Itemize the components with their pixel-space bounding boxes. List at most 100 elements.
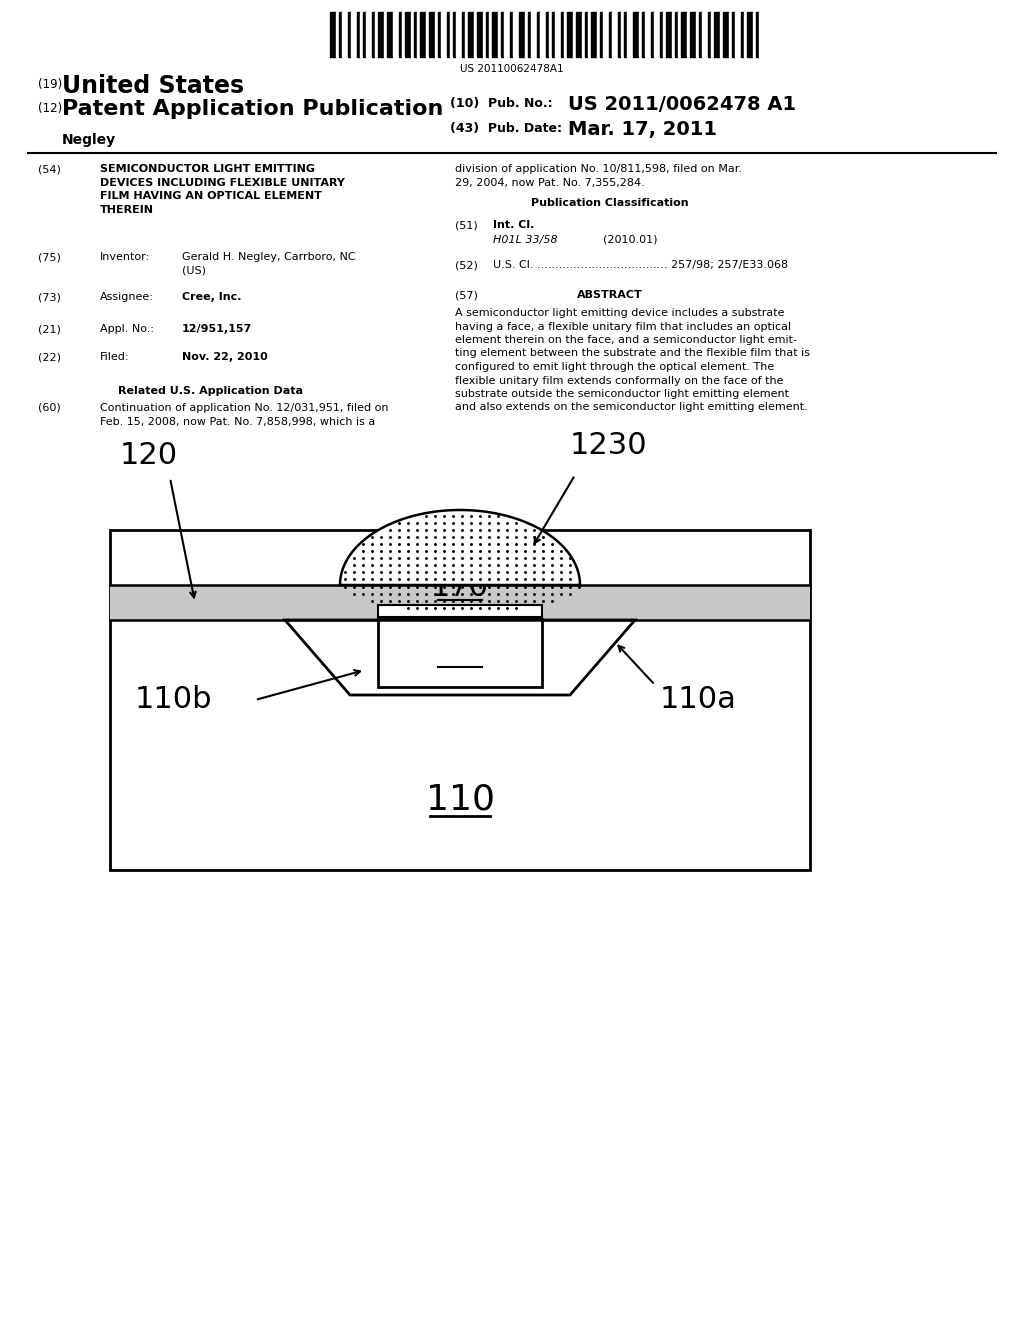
Text: (2010.01): (2010.01)	[603, 235, 657, 246]
Bar	[573, 12, 575, 57]
Text: Patent Application Publication: Patent Application Publication	[62, 99, 443, 119]
Text: (54): (54)	[38, 164, 60, 174]
Bar	[699, 12, 702, 57]
Text: configured to emit light through the optical element. The: configured to emit light through the opt…	[455, 362, 774, 372]
Bar	[489, 12, 492, 57]
Bar	[575, 12, 582, 57]
Bar	[372, 12, 375, 57]
Bar	[462, 12, 465, 57]
Bar	[531, 12, 537, 57]
Text: ABSTRACT: ABSTRACT	[578, 290, 643, 300]
Bar	[387, 12, 393, 57]
Bar	[582, 12, 585, 57]
Bar	[567, 12, 573, 57]
Bar	[378, 12, 384, 57]
Bar	[342, 12, 348, 57]
Text: 12/951,157: 12/951,157	[182, 323, 252, 334]
Bar	[492, 12, 498, 57]
Text: 110b: 110b	[135, 685, 213, 714]
Text: 140: 140	[431, 639, 489, 668]
Bar	[399, 12, 402, 57]
Bar	[663, 12, 666, 57]
Bar	[468, 12, 474, 57]
Bar	[402, 12, 406, 57]
Bar	[501, 12, 504, 57]
Bar	[420, 12, 426, 57]
Bar	[711, 12, 714, 57]
Bar	[414, 12, 417, 57]
Text: Continuation of application No. 12/031,951, filed on
Feb. 15, 2008, now Pat. No.: Continuation of application No. 12/031,9…	[100, 403, 388, 426]
Bar	[438, 12, 441, 57]
Bar	[393, 12, 399, 57]
Bar	[510, 12, 513, 57]
Bar	[633, 12, 639, 57]
Bar	[690, 12, 696, 57]
Text: (73): (73)	[38, 292, 60, 302]
Polygon shape	[340, 510, 580, 585]
Text: 1230: 1230	[570, 432, 647, 459]
Bar	[744, 12, 746, 57]
Text: and also extends on the semiconductor light emitting element.: and also extends on the semiconductor li…	[455, 403, 808, 412]
Bar	[708, 12, 711, 57]
Bar	[486, 12, 489, 57]
Bar	[756, 12, 759, 57]
Bar	[624, 12, 627, 57]
Text: Mar. 17, 2011: Mar. 17, 2011	[568, 120, 717, 139]
Text: Appl. No.:: Appl. No.:	[100, 323, 154, 334]
Bar	[378, 605, 542, 616]
Bar	[678, 12, 681, 57]
Bar	[555, 12, 561, 57]
Bar	[362, 12, 366, 57]
Bar	[426, 12, 429, 57]
Text: Nov. 22, 2010: Nov. 22, 2010	[182, 352, 267, 362]
Bar	[384, 12, 387, 57]
Text: (19): (19)	[38, 78, 62, 91]
Bar	[456, 12, 462, 57]
Text: having a face, a flexible unitary film that includes an optical: having a face, a flexible unitary film t…	[455, 322, 792, 331]
Bar	[585, 12, 588, 57]
Text: Filed:: Filed:	[100, 352, 129, 362]
Bar	[600, 12, 603, 57]
Bar	[447, 12, 450, 57]
Bar	[759, 12, 765, 57]
Text: 170: 170	[431, 573, 489, 602]
Bar	[417, 12, 420, 57]
Text: Cree, Inc.: Cree, Inc.	[182, 292, 242, 302]
Bar	[549, 12, 552, 57]
Bar	[357, 12, 360, 57]
Bar	[675, 12, 678, 57]
Bar	[729, 12, 732, 57]
Bar	[672, 12, 675, 57]
Bar	[348, 12, 351, 57]
Bar	[540, 12, 546, 57]
Bar	[330, 12, 336, 57]
Bar	[528, 12, 531, 57]
Bar	[441, 12, 447, 57]
Text: (51): (51)	[455, 220, 478, 230]
Text: (75): (75)	[38, 252, 60, 261]
Bar	[666, 12, 672, 57]
Bar	[366, 12, 372, 57]
Bar	[609, 12, 612, 57]
Bar	[642, 12, 645, 57]
Bar	[714, 12, 720, 57]
Bar	[746, 12, 753, 57]
Bar	[504, 12, 510, 57]
Bar	[375, 12, 378, 57]
Text: Gerald H. Negley, Carrboro, NC
(US): Gerald H. Negley, Carrboro, NC (US)	[182, 252, 355, 276]
Bar	[660, 12, 663, 57]
Text: Related U.S. Application Data: Related U.S. Application Data	[118, 385, 302, 396]
Text: substrate outside the semiconductor light emitting element: substrate outside the semiconductor ligh…	[455, 389, 790, 399]
Bar	[411, 12, 414, 57]
Bar	[621, 12, 624, 57]
Text: (43)  Pub. Date:: (43) Pub. Date:	[450, 121, 562, 135]
Bar	[753, 12, 756, 57]
Bar	[681, 12, 687, 57]
Text: US 20110062478A1: US 20110062478A1	[460, 63, 564, 74]
Bar	[732, 12, 735, 57]
Bar	[564, 12, 567, 57]
Bar	[618, 12, 621, 57]
Text: flexible unitary film extends conformally on the face of the: flexible unitary film extends conformall…	[455, 375, 783, 385]
Bar	[519, 12, 525, 57]
Bar	[336, 12, 339, 57]
